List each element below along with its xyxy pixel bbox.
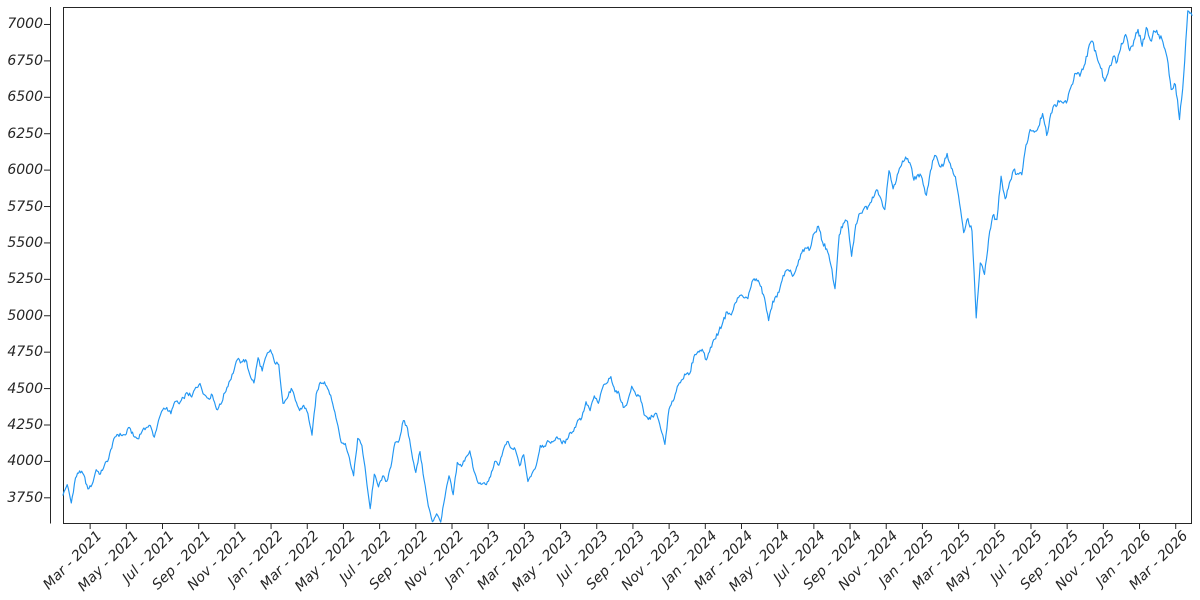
plot-border: [63, 7, 1192, 524]
y-tick-marks: [44, 23, 50, 499]
y-tick-label: 6000: [7, 162, 43, 179]
y-tick-label: 4250: [7, 416, 43, 433]
y-tick-label: 5500: [7, 234, 43, 251]
y-tick-label: 6250: [7, 125, 43, 142]
price-line-series: [62, 10, 1193, 523]
y-tick-label: 3750: [7, 489, 43, 506]
y-tick-label: 7000: [7, 16, 43, 33]
y-tick-label: 4500: [7, 380, 43, 397]
y-tick-label: 5250: [7, 271, 43, 288]
y-tick-label: 4000: [7, 453, 43, 470]
x-tick-marks: [89, 524, 1177, 529]
y-tick-label: 6750: [7, 52, 43, 69]
y-tick-label: 4750: [7, 344, 43, 361]
y-tick-label: 6500: [7, 89, 43, 106]
y-tick-label: 5750: [7, 198, 43, 215]
y-tick-label: 5000: [7, 307, 43, 324]
